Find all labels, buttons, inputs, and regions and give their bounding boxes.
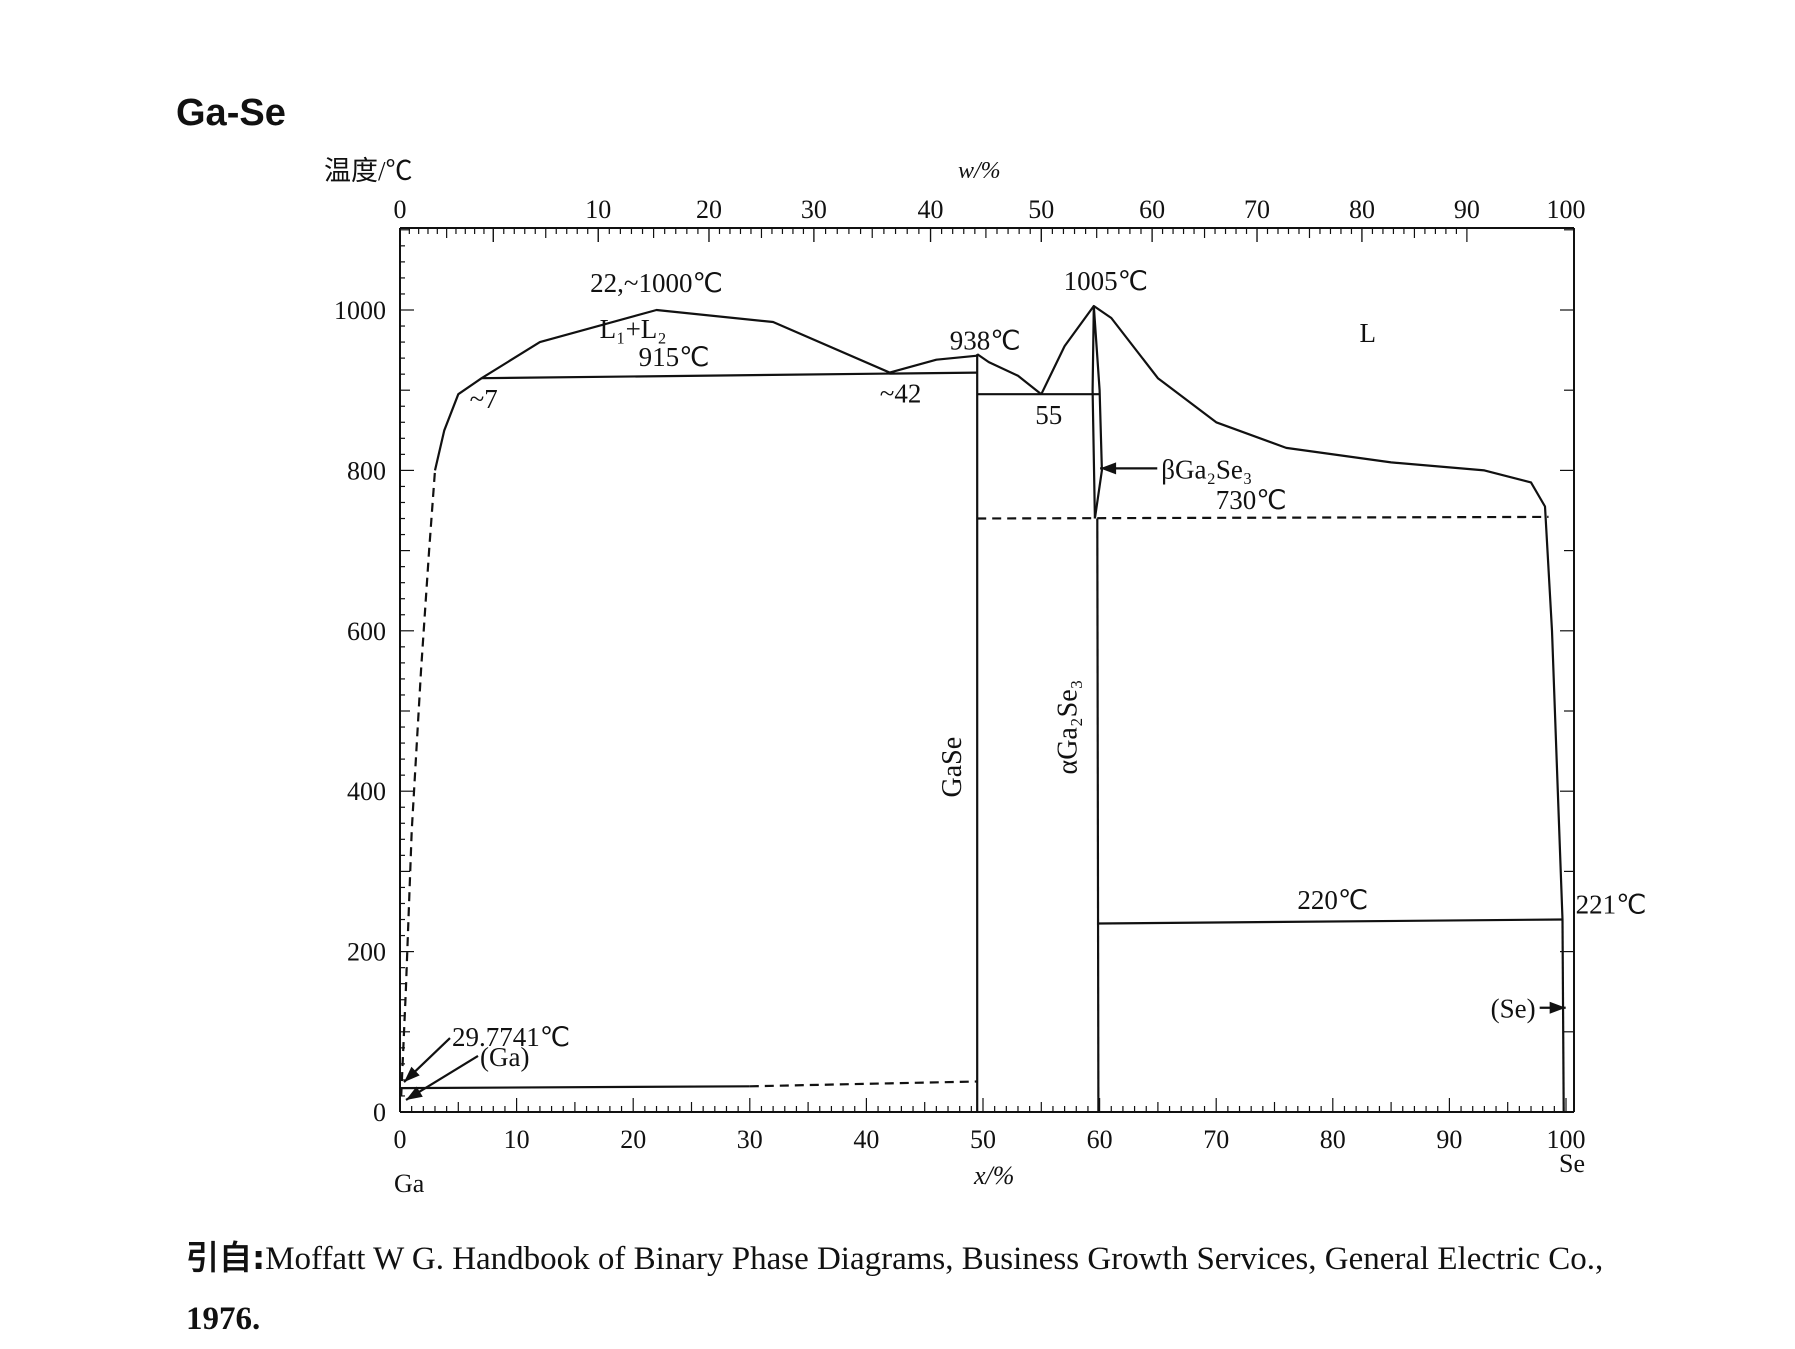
annotation-arrows (403, 462, 1566, 1101)
phase-boundary-1 (400, 470, 437, 1097)
x2-tick-label: 40 (918, 195, 944, 224)
phase-label: 55 (1035, 400, 1062, 430)
x-axis-label: x/% (973, 1161, 1014, 1190)
phase-label: ~42 (880, 379, 922, 409)
citation: 引自:Moffatt W G. Handbook of Binary Phase… (186, 1228, 1766, 1349)
phase-label: 915℃ (639, 342, 710, 372)
phase-boundary-4 (976, 353, 1042, 396)
phase-label: αGa₂Se₃ (1052, 680, 1083, 775)
arrow-beta-ga2se3-head (1100, 462, 1117, 475)
arrow-29-7741-head (404, 1066, 420, 1083)
x2-tick-label: 20 (696, 195, 722, 224)
x2-tick-label: 80 (1349, 195, 1375, 224)
phase-boundary-13 (1561, 919, 1565, 1113)
phase-label: 220℃ (1297, 885, 1368, 915)
phase-boundary-0 (433, 308, 891, 471)
phase-label: 1005℃ (1064, 266, 1148, 296)
x2-tick-label: 30 (801, 195, 827, 224)
x-tick-label: 70 (1203, 1125, 1229, 1154)
phase-label: 730℃ (1216, 485, 1287, 515)
axis-ticks: 0 10 20 30 40 50 60 70 80 90 1000 10 20 30 40 50 60 70 80 9… (334, 195, 1586, 1154)
phase-label: βGa₂Se₃ (1161, 454, 1252, 484)
phase-label: 938℃ (950, 326, 1021, 356)
phase-label: L₁+L₂ (600, 314, 667, 344)
phase-label: (Se) (1491, 994, 1536, 1024)
phase-boundary-8 (1091, 305, 1096, 519)
x2-tick-label: 10 (585, 195, 611, 224)
endpoint-label-ga: Ga (394, 1169, 425, 1198)
y-tick-label: 0 (373, 1098, 386, 1127)
phase-label: GaSe (937, 737, 968, 798)
arrow-ga-head (406, 1086, 423, 1100)
x-tick-label: 60 (1087, 1125, 1113, 1154)
phase-boundary-2 (481, 371, 978, 380)
x-tick-label: 50 (970, 1125, 996, 1154)
y-tick-label: 1000 (334, 296, 386, 325)
y-tick-label: 800 (347, 456, 386, 485)
y-axis-label: 温度/℃ (324, 156, 413, 186)
top-axis-label: w/% (958, 158, 1001, 184)
phase-boundary-3 (889, 354, 978, 374)
citation-text: Moffatt W G. Handbook of Binary Phase Di… (265, 1241, 1604, 1277)
phase-boundary-12 (1098, 918, 1563, 925)
x-tick-label: 10 (504, 1125, 530, 1154)
x-tick-label: 40 (853, 1125, 879, 1154)
x-tick-label: 100 (1547, 1125, 1586, 1154)
endpoint-label-se: Se (1559, 1149, 1585, 1178)
y-tick-label: 200 (347, 938, 386, 967)
x2-tick-label: 70 (1244, 195, 1270, 224)
phase-boundaries (399, 304, 1565, 1113)
citation-year: 1976. (186, 1301, 261, 1337)
x-tick-label: 80 (1320, 1125, 1346, 1154)
x-tick-label: 0 (394, 1125, 407, 1154)
phase-label: (Ga) (480, 1042, 529, 1072)
axes-frame (399, 227, 1575, 1113)
x2-tick-label: 100 (1547, 195, 1586, 224)
x2-tick-label: 50 (1028, 195, 1054, 224)
y-tick-label: 600 (347, 617, 386, 646)
phase-boundary-11 (1096, 518, 1100, 1113)
phase-boundary-5 (1040, 304, 1564, 920)
x-tick-label: 30 (737, 1125, 763, 1154)
x-tick-label: 20 (620, 1125, 646, 1154)
x2-tick-label: 60 (1139, 195, 1165, 224)
phase-boundary-15 (749, 1080, 978, 1088)
phase-boundary-14 (399, 1085, 750, 1090)
citation-prefix: 引自: (186, 1238, 266, 1277)
phase-boundary-9 (977, 515, 1549, 520)
x-tick-label: 90 (1436, 1125, 1462, 1154)
phase-label: 221℃ (1576, 890, 1647, 920)
phase-label: ~7 (470, 384, 498, 414)
phase-label: 22,~1000℃ (590, 268, 723, 298)
x2-tick-label: 90 (1454, 195, 1480, 224)
y-tick-label: 400 (347, 777, 386, 806)
phase-label: 29.7741℃ (452, 1022, 570, 1052)
phase-boundary-7 (1092, 305, 1103, 519)
phase-label: L (1360, 318, 1377, 348)
diagram-title: Ga-Se (176, 92, 286, 134)
x2-tick-label: 0 (394, 195, 407, 224)
arrow-se-head (1549, 1001, 1566, 1014)
